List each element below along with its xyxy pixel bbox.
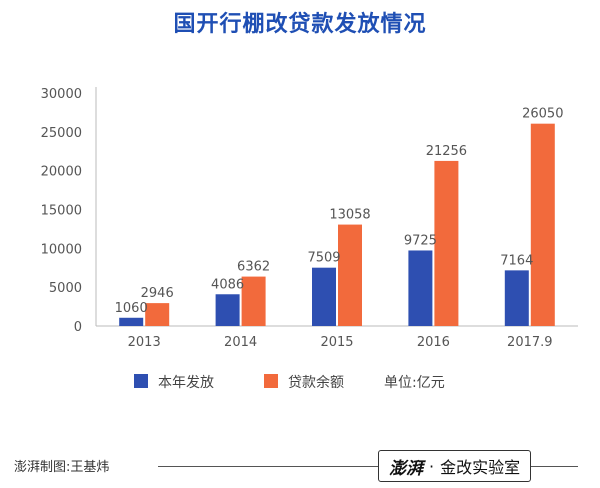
- footer-divider: [158, 466, 578, 467]
- legend-label: 本年发放: [158, 375, 214, 391]
- y-tick-label: 25000: [41, 126, 82, 141]
- data-label: 26050: [522, 107, 563, 122]
- bar-annual-issuance: [119, 317, 144, 326]
- bar-loan-balance: [530, 123, 555, 326]
- x-tick-label: 2014: [224, 335, 257, 350]
- data-label: 2946: [141, 286, 174, 301]
- bar-annual-issuance: [215, 294, 240, 326]
- bar-annual-issuance: [312, 267, 336, 326]
- x-tick-label: 2013: [128, 335, 161, 350]
- legend-swatch: [264, 374, 278, 388]
- y-tick-label: 10000: [41, 242, 82, 257]
- x-tick-label: 2017.9: [507, 335, 553, 350]
- y-tick-label: 30000: [41, 87, 82, 102]
- data-label: 1060: [115, 301, 148, 316]
- chart-title: 国开行棚改贷款发放情况: [173, 12, 427, 37]
- bar-annual-issuance: [504, 270, 529, 326]
- data-label: 13058: [329, 208, 370, 223]
- legend-label: 贷款余额: [288, 374, 344, 391]
- x-tick-label: 2016: [417, 335, 450, 350]
- unit-note: 单位:亿元: [384, 375, 445, 391]
- bar-loan-balance: [145, 303, 170, 326]
- data-label: 6362: [237, 260, 270, 275]
- brand-logo: 澎湃: [389, 458, 423, 479]
- bar-loan-balance: [338, 224, 362, 326]
- footer-credit: 澎湃制图:王基炜: [14, 460, 110, 475]
- y-tick-label: 0: [74, 320, 82, 335]
- y-tick-label: 5000: [49, 281, 82, 296]
- legend-swatch: [134, 374, 148, 388]
- brand-name: 金改实验室: [440, 458, 521, 477]
- brand-badge: 澎湃 · 金改实验室: [378, 450, 532, 482]
- data-label: 7164: [500, 253, 533, 268]
- brand-separator: ·: [429, 456, 435, 476]
- data-label: 4086: [211, 277, 244, 292]
- bar-loan-balance: [241, 276, 266, 326]
- y-tick-label: 20000: [41, 165, 82, 180]
- bar-annual-issuance: [408, 250, 433, 326]
- x-tick-label: 2015: [320, 335, 353, 350]
- data-label: 7509: [307, 251, 340, 266]
- y-tick-label: 15000: [41, 204, 82, 219]
- data-label: 21256: [426, 144, 467, 159]
- bar-loan-balance: [434, 160, 459, 326]
- data-label: 9725: [404, 233, 437, 248]
